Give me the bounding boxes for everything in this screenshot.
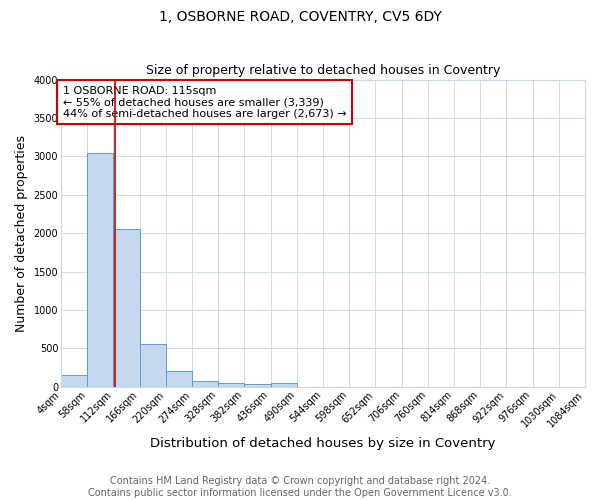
Text: 1 OSBORNE ROAD: 115sqm
← 55% of detached houses are smaller (3,339)
44% of semi-: 1 OSBORNE ROAD: 115sqm ← 55% of detached… [62, 86, 346, 119]
Text: 1, OSBORNE ROAD, COVENTRY, CV5 6DY: 1, OSBORNE ROAD, COVENTRY, CV5 6DY [158, 10, 442, 24]
Title: Size of property relative to detached houses in Coventry: Size of property relative to detached ho… [146, 64, 500, 77]
Bar [140, 344, 166, 387]
Bar [87, 152, 113, 387]
Bar [192, 381, 218, 387]
Bar [244, 384, 271, 387]
X-axis label: Distribution of detached houses by size in Coventry: Distribution of detached houses by size … [150, 437, 496, 450]
Text: Contains HM Land Registry data © Crown copyright and database right 2024.
Contai: Contains HM Land Registry data © Crown c… [88, 476, 512, 498]
Bar [61, 376, 87, 387]
Bar [218, 382, 244, 387]
Bar [113, 228, 140, 387]
Y-axis label: Number of detached properties: Number of detached properties [15, 134, 28, 332]
Bar [271, 382, 297, 387]
Bar [166, 370, 192, 387]
